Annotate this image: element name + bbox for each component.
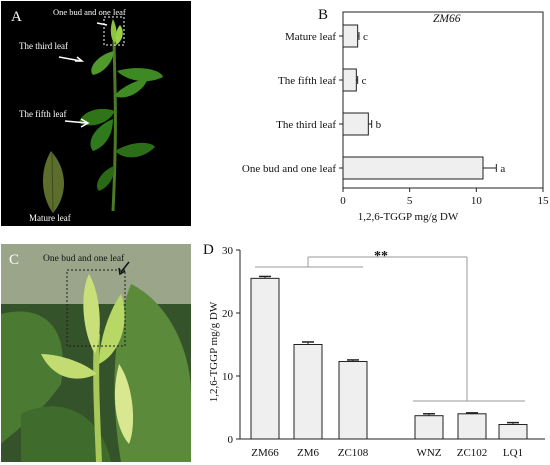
panel-c-label-bud: One bud and one leaf [43, 253, 125, 264]
chart-b-significance-letter: c [363, 31, 368, 43]
chart-d-axes: 0 10 20 30 ZM66 ZM6 ZC108 WNZ ZC102 LQ1 [222, 245, 545, 459]
chart-b-significance-letter: c [362, 75, 367, 87]
chart-b-bar [342, 156, 484, 180]
chart-b-significance-letter: a [500, 163, 505, 175]
chart-b-category-label: The fifth leaf [278, 75, 336, 87]
chart-d-category-label: LQ1 [503, 447, 523, 459]
panel-a-label-mature: Mature leaf [29, 213, 71, 223]
chart-d-bar [414, 415, 444, 440]
chart-d-category-label: WNZ [416, 447, 441, 459]
chart-d-category-label: ZM66 [251, 447, 279, 459]
chart-d-bar [457, 413, 487, 440]
chart-b-xtick-label: 5 [407, 195, 413, 207]
chart-d-category-label: ZC108 [338, 447, 369, 459]
chart-d-ytick-label: 10 [222, 371, 234, 383]
chart-b-category-label: The third leaf [276, 119, 336, 131]
chart-b-category-label: One bud and one leaf [242, 163, 336, 175]
panel-a-label-third: The third leaf [19, 41, 68, 51]
chart-b-bar [342, 68, 357, 92]
chart-d-bar [338, 361, 368, 440]
chart-d-bars [250, 275, 528, 440]
chart-b: B ZM66 c c b a Mature leaf The fifth leaf The… [242, 7, 550, 223]
panel-a-label-fifth: The fifth leaf [19, 109, 66, 119]
chart-d-ytick-label: 30 [222, 245, 234, 257]
chart-d-bar [498, 424, 528, 440]
chart-b-frame [342, 11, 544, 189]
chart-d-bar [250, 277, 280, 440]
chart-d-ytick-label: 20 [222, 308, 234, 320]
panel-a-letter: A [11, 9, 22, 25]
bud-closeup-illustration: C One bud and one leaf [1, 244, 191, 462]
chart-d-ylabel: 1,2,6-TGGP mg/g DW [208, 301, 220, 402]
chart-d-category-label: ZM6 [297, 447, 320, 459]
chart-b-axes: Mature leaf The fifth leaf The third leaf O… [242, 11, 550, 207]
chart-b-title: ZM66 [433, 13, 461, 25]
chart-b-xtick-label: 10 [471, 195, 483, 207]
chart-d-panel-letter: D [203, 242, 214, 258]
chart-d: D 1,2,6-TGGP mg/g DW 0 10 20 30 ZM66 ZM6 ZC108… [203, 242, 545, 459]
panel-c-letter: C [9, 252, 19, 268]
bud-closeup-photo: C One bud and one leaf [1, 244, 191, 462]
chart-b-significance-letter: b [376, 119, 382, 131]
chart-d-ytick-label: 0 [228, 434, 234, 446]
chart-b-panel-letter: B [318, 7, 328, 23]
chart-b-bar [342, 112, 369, 136]
chart-b-xtick-label: 15 [538, 195, 550, 207]
tea-shoot-photo: A One bud and one leaf The third leaf Th… [1, 1, 191, 226]
tea-shoot-illustration: A One bud and one leaf The third leaf Th… [11, 7, 163, 223]
panel-a-label-bud: One bud and one leaf [53, 7, 126, 17]
chart-b-bars: c c b a [342, 24, 505, 180]
chart-b-xtick-label: 0 [340, 195, 346, 207]
chart-b-bar [342, 24, 359, 48]
chart-d-category-label: ZC102 [457, 447, 488, 459]
chart-b-xlabel: 1,2,6-TGGP mg/g DW [358, 211, 459, 223]
chart-d-significance-annotation: ** [374, 249, 388, 264]
chart-b-category-label: Mature leaf [285, 31, 336, 43]
chart-d-bar [293, 344, 323, 440]
